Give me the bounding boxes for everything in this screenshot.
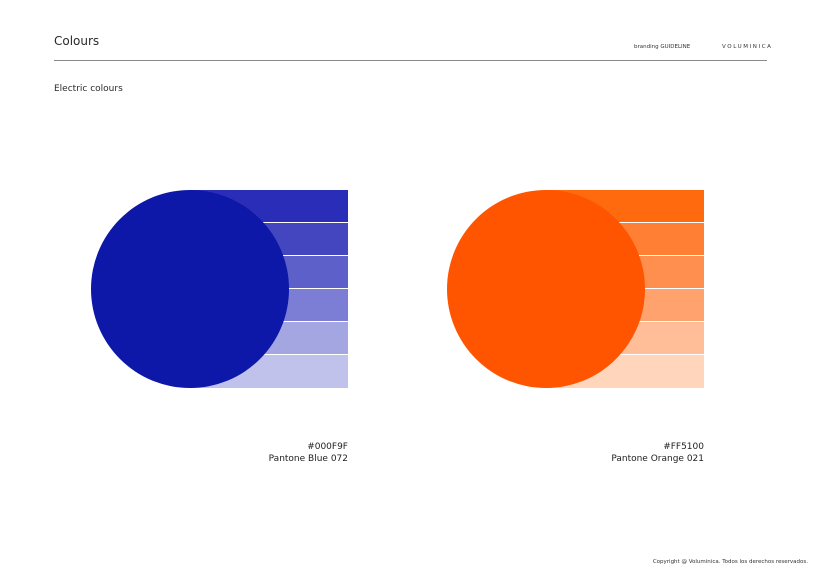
brand-name: VOLUMINICA: [722, 44, 773, 50]
swatch-label-blue: #000F9F Pantone Blue 072: [148, 441, 348, 465]
page-title: Colours: [54, 34, 100, 48]
pantone-name: Pantone Blue 072: [268, 454, 348, 464]
section-title: Electric colours: [54, 84, 123, 94]
swatch-orange: [447, 190, 704, 388]
header-divider: [54, 60, 767, 61]
primary-colour-circle: [91, 190, 289, 388]
swatch-blue: [91, 190, 348, 388]
pantone-name: Pantone Orange 021: [611, 454, 704, 464]
footer-copyright: Copyright @ Voluminica. Todos los derech…: [652, 559, 808, 565]
hex-code: #000F9F: [307, 442, 348, 452]
hex-code: #FF5100: [663, 442, 704, 452]
primary-colour-circle: [447, 190, 645, 388]
guide-label: branding GUIDELINE: [634, 44, 691, 50]
swatch-label-orange: #FF5100 Pantone Orange 021: [504, 441, 704, 465]
